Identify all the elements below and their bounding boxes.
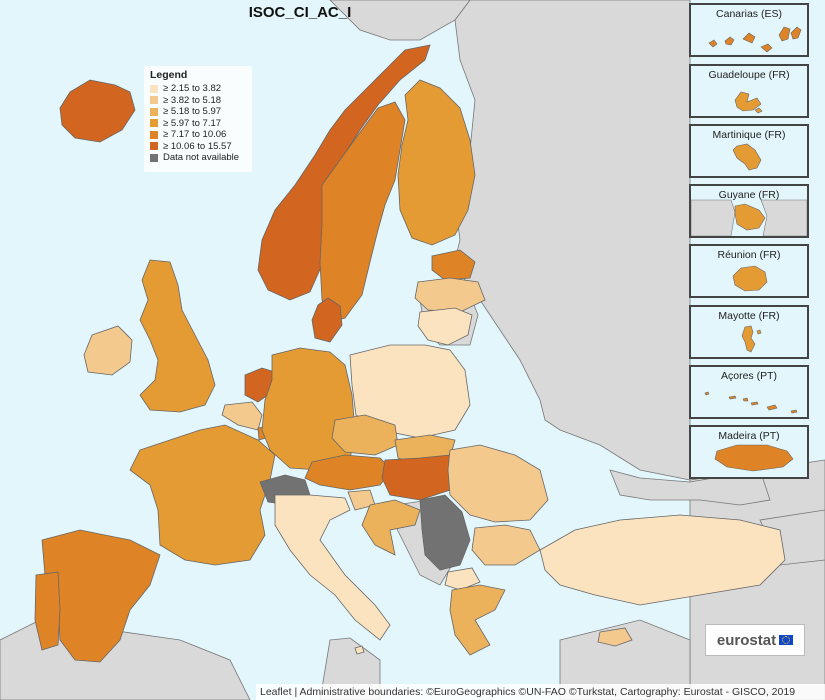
inset-region-shape bbox=[704, 391, 798, 414]
inset-acores[interactable]: Açores (PT) bbox=[689, 365, 809, 419]
inset-label: Açores (PT) bbox=[720, 370, 777, 382]
inset-label: Martinique (FR) bbox=[712, 129, 786, 141]
region-austria[interactable] bbox=[304, 454, 393, 491]
region-serbia[interactable] bbox=[419, 494, 471, 571]
region-north-macedonia[interactable] bbox=[444, 567, 481, 591]
legend-swatch bbox=[150, 130, 158, 139]
inset-map bbox=[691, 199, 807, 236]
inset-map bbox=[708, 26, 802, 53]
region-finland[interactable] bbox=[397, 79, 476, 246]
inset-region-shape bbox=[732, 265, 768, 292]
region-latvia[interactable] bbox=[414, 277, 486, 313]
region-croatia[interactable] bbox=[361, 499, 421, 556]
eurostat-logo: eurostat bbox=[705, 624, 805, 656]
legend-title: Legend bbox=[150, 69, 188, 81]
inset-label: Guadeloupe (FR) bbox=[708, 69, 790, 81]
inset-map bbox=[732, 143, 762, 171]
legend-swatch bbox=[150, 142, 158, 151]
country-layer bbox=[34, 44, 786, 663]
inset-map bbox=[732, 265, 768, 292]
legend-label: ≥ 5.97 to 7.17 bbox=[163, 117, 222, 129]
legend-label: ≥ 5.18 to 5.97 bbox=[163, 106, 222, 118]
region-bulgaria[interactable] bbox=[471, 524, 541, 566]
legend-swatch bbox=[150, 153, 158, 162]
region-portugal[interactable] bbox=[34, 571, 61, 651]
inset-canarias[interactable]: Canarias (ES) bbox=[689, 3, 809, 57]
legend-item: ≥ 3.82 to 5.18 bbox=[150, 95, 252, 107]
map-title: ISOC_CI_AC_I bbox=[248, 4, 352, 21]
inset-map bbox=[741, 325, 762, 353]
inset-label: Mayotte (FR) bbox=[718, 310, 780, 322]
region-estonia[interactable] bbox=[431, 249, 476, 281]
region-lithuania[interactable] bbox=[417, 307, 473, 346]
logo-text: eurostat bbox=[716, 631, 777, 649]
region-germany[interactable] bbox=[261, 347, 356, 471]
inset-reunion[interactable]: Réunion (FR) bbox=[689, 244, 809, 298]
inset-region-shape bbox=[714, 444, 794, 472]
legend-item: ≥ 5.97 to 7.17 bbox=[150, 118, 252, 130]
legend-label: ≥ 2.15 to 3.82 bbox=[163, 83, 222, 95]
inset-label: Guyane (FR) bbox=[718, 189, 780, 201]
region-turkey[interactable] bbox=[539, 514, 786, 606]
legend-item: ≥ 10.06 to 15.57 bbox=[150, 141, 252, 153]
inset-label: Réunion (FR) bbox=[717, 249, 781, 261]
legend-label: ≥ 7.17 to 10.06 bbox=[163, 129, 227, 141]
inset-label: Canarias (ES) bbox=[716, 8, 782, 20]
region-poland[interactable] bbox=[349, 344, 471, 439]
legend-item: ≥ 2.15 to 3.82 bbox=[150, 83, 252, 95]
region-romania[interactable] bbox=[447, 444, 549, 523]
inset-guyane[interactable]: Guyane (FR) bbox=[689, 184, 809, 238]
inset-region-shape bbox=[708, 26, 802, 53]
attribution: Leaflet | Administrative boundaries: ©Eu… bbox=[256, 684, 825, 700]
legend-swatch bbox=[150, 119, 158, 128]
region-denmark[interactable] bbox=[311, 297, 343, 343]
inset-map bbox=[734, 91, 763, 114]
region-norway[interactable] bbox=[257, 44, 431, 301]
region-greece[interactable] bbox=[449, 584, 506, 656]
inset-mayotte[interactable]: Mayotte (FR) bbox=[689, 305, 809, 359]
region-france[interactable] bbox=[129, 424, 276, 566]
inset-region-shape bbox=[732, 143, 762, 171]
inset-guadeloupe[interactable]: Guadeloupe (FR) bbox=[689, 64, 809, 118]
region-ireland[interactable] bbox=[83, 325, 133, 376]
inset-madeira[interactable]: Madeira (PT) bbox=[689, 425, 809, 479]
inset-region-shape bbox=[734, 203, 766, 231]
legend-box: Legend ≥ 2.15 to 3.82 ≥ 3.82 to 5.18 ≥ 5… bbox=[144, 66, 252, 172]
legend-item: ≥ 7.17 to 10.06 bbox=[150, 129, 252, 141]
legend-swatch bbox=[150, 84, 158, 93]
legend-item: Data not available bbox=[150, 152, 252, 164]
legend-label: ≥ 10.06 to 15.57 bbox=[163, 140, 232, 152]
region-united-kingdom[interactable] bbox=[139, 259, 216, 413]
inset-map bbox=[704, 391, 798, 414]
region-malta[interactable] bbox=[354, 645, 365, 655]
legend-label: ≥ 3.82 to 5.18 bbox=[163, 94, 222, 106]
legend-label: Data not available bbox=[163, 152, 240, 164]
inset-region-shape bbox=[734, 91, 763, 114]
legend-swatch bbox=[150, 107, 158, 116]
inset-label: Madeira (PT) bbox=[718, 430, 780, 442]
region-italy[interactable] bbox=[274, 494, 391, 641]
region-iceland[interactable] bbox=[59, 79, 136, 143]
region-cyprus[interactable] bbox=[597, 627, 633, 647]
legend-item: ≥ 5.18 to 5.97 bbox=[150, 106, 252, 118]
eu-flag-icon bbox=[779, 635, 794, 645]
inset-martinique[interactable]: Martinique (FR) bbox=[689, 124, 809, 178]
region-czechia[interactable] bbox=[331, 414, 399, 456]
inset-region-shape bbox=[741, 325, 762, 353]
region-sweden[interactable] bbox=[319, 101, 406, 323]
inset-map bbox=[714, 444, 794, 472]
legend-swatch bbox=[150, 96, 158, 105]
